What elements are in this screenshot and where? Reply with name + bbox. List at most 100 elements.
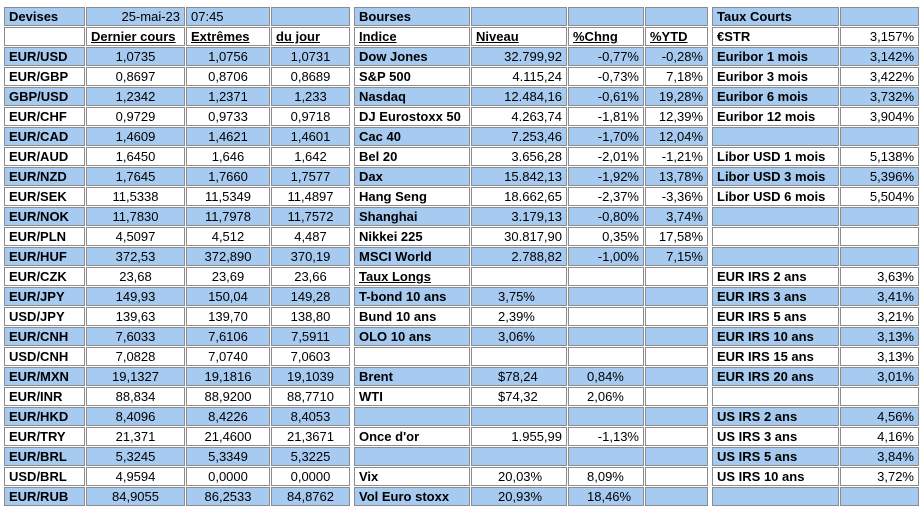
cell: 7,15% (645, 247, 708, 266)
cell: 4.115,24 (471, 67, 567, 86)
cell: EUR/MXN (4, 367, 85, 386)
cell: 21,3671 (271, 427, 350, 446)
cell: 1,6450 (86, 147, 185, 166)
cell (840, 207, 919, 226)
cell (568, 347, 644, 366)
cell (354, 447, 470, 466)
cell: 3,06% (471, 327, 567, 346)
cell: 18,46% (568, 487, 644, 506)
cell: 7,6106 (186, 327, 270, 346)
gap-cell (709, 167, 711, 186)
cell: Devises (4, 7, 85, 26)
cell: 21,371 (86, 427, 185, 446)
cell: 3,74% (645, 207, 708, 226)
cell: 11,5349 (186, 187, 270, 206)
cell: Dow Jones (354, 47, 470, 66)
cell: EUR IRS 3 ans (712, 287, 839, 306)
cell: 1,642 (271, 147, 350, 166)
cell: EUR IRS 20 ans (712, 367, 839, 386)
cell: 1,7645 (86, 167, 185, 186)
page: Devises 25-mai-23 07:45 Bourses Taux Courts D… (4, 7, 919, 506)
cell: 0,9718 (271, 107, 350, 126)
cell: 150,04 (186, 287, 270, 306)
gap-cell (709, 87, 711, 106)
cell: 17,58% (645, 227, 708, 246)
cell: 0,8697 (86, 67, 185, 86)
cell: 84,8762 (271, 487, 350, 506)
cell: MSCI World (354, 247, 470, 266)
cell: Shanghai (354, 207, 470, 226)
cell: -0,80% (568, 207, 644, 226)
cell (645, 427, 708, 446)
gap-cell (709, 247, 711, 266)
cell (645, 387, 708, 406)
cell: 5,3225 (271, 447, 350, 466)
cell: 11,7830 (86, 207, 185, 226)
cell: 3,142% (840, 47, 919, 66)
cell (712, 227, 839, 246)
cell: 370,19 (271, 247, 350, 266)
cell: 0,9733 (186, 107, 270, 126)
cell: Nikkei 225 (354, 227, 470, 246)
gap-cell (351, 427, 353, 446)
cell: 1,0756 (186, 47, 270, 66)
cell (645, 467, 708, 486)
cell (471, 407, 567, 426)
cell: 0,8689 (271, 67, 350, 86)
cell: Cac 40 (354, 127, 470, 146)
cell: Brent (354, 367, 470, 386)
gap-cell (709, 307, 711, 326)
cell: du jour (271, 27, 350, 46)
cell: -1,13% (568, 427, 644, 446)
cell: EUR/JPY (4, 287, 85, 306)
cell (568, 447, 644, 466)
cell: 1,4609 (86, 127, 185, 146)
cell: 3.179,13 (471, 207, 567, 226)
cell: EUR/AUD (4, 147, 85, 166)
table-row: Dernier cours Extrêmes du jour Indice Niveau… (4, 27, 919, 46)
cell: 8,4096 (86, 407, 185, 426)
table-row: EUR/USD 1,0735 1,0756 1,0731 Dow Jones 32.799… (4, 47, 919, 66)
cell: Euribor 12 mois (712, 107, 839, 126)
cell: EUR/USD (4, 47, 85, 66)
cell: 7,6033 (86, 327, 185, 346)
cell: -3,36% (645, 187, 708, 206)
cell (4, 27, 85, 46)
table-row: Devises 25-mai-23 07:45 Bourses Taux Courts (4, 7, 919, 26)
cell: Euribor 3 mois (712, 67, 839, 86)
cell: 11,4897 (271, 187, 350, 206)
cell: 11,7572 (271, 207, 350, 226)
cell: US IRS 3 ans (712, 427, 839, 446)
cell (840, 227, 919, 246)
cell: EUR/RUB (4, 487, 85, 506)
cell (645, 307, 708, 326)
table-row: EUR/AUD 1,6450 1,646 1,642 Bel 20 3.656,28 -2,… (4, 147, 919, 166)
gap-cell (709, 267, 711, 286)
cell: Once d'or (354, 427, 470, 446)
cell: 1,233 (271, 87, 350, 106)
cell: 18.662,65 (471, 187, 567, 206)
cell (568, 407, 644, 426)
gap-cell (351, 47, 353, 66)
cell: 20,03% (471, 467, 567, 486)
gap-cell (351, 487, 353, 506)
cell: 2,39% (471, 307, 567, 326)
cell: 1,2342 (86, 87, 185, 106)
cell: 3,72% (840, 467, 919, 486)
cell (568, 307, 644, 326)
cell: Libor USD 6 mois (712, 187, 839, 206)
cell: 25-mai-23 (86, 7, 185, 26)
table-row: EUR/CHF 0,9729 0,9733 0,9718 DJ Eurostoxx 50… (4, 107, 919, 126)
cell: 0,0000 (271, 467, 350, 486)
cell: 149,28 (271, 287, 350, 306)
gap-cell (709, 187, 711, 206)
gap-cell (351, 227, 353, 246)
gap-cell (351, 287, 353, 306)
cell: %Chng (568, 27, 644, 46)
table-row: EUR/TRY 21,371 21,4600 21,3671 Once d'or 1.95… (4, 427, 919, 446)
cell (568, 327, 644, 346)
cell: 1.955,99 (471, 427, 567, 446)
cell: 23,66 (271, 267, 350, 286)
cell: 4,56% (840, 407, 919, 426)
cell: 32.799,92 (471, 47, 567, 66)
